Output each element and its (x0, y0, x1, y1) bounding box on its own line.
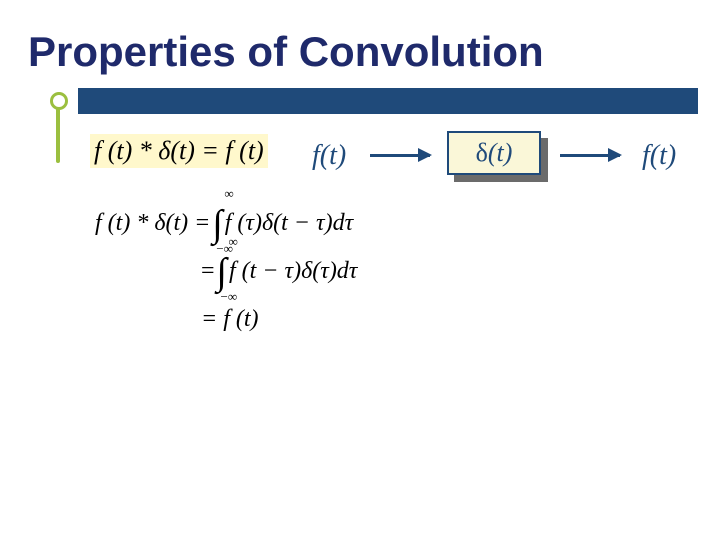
int-upper: ∞ (224, 182, 233, 207)
deriv-integrand-2: f (t − τ)δ(τ)dτ (229, 249, 357, 295)
integral-icon: ∫∞−∞ (217, 236, 227, 308)
bullet-stem-icon (56, 108, 60, 163)
slide-title: Properties of Convolution (28, 28, 544, 76)
signal-input-label: f(t) (312, 140, 346, 172)
int-upper: ∞ (229, 230, 238, 255)
highlighted-equation: f (t) * δ(t) = f (t) (90, 134, 268, 168)
int-lower: −∞ (221, 285, 238, 310)
signal-output-label: f(t) (642, 140, 676, 172)
derivation-line-2: = ∫∞−∞ f (t − τ)δ(τ)dτ (95, 248, 357, 296)
arrow-icon (370, 154, 430, 157)
delta-argument: (t) (488, 138, 513, 168)
delta-symbol: δ (476, 138, 488, 168)
arrow-icon (560, 154, 620, 157)
deriv-integrand-1: f (τ)δ(t − τ)dτ (225, 201, 353, 247)
derivation-equations: f (t) * δ(t) = ∫∞−∞ f (τ)δ(t − τ)dτ = ∫∞… (95, 200, 357, 344)
system-block: δ(t) (447, 131, 541, 175)
title-underline-bar (78, 88, 698, 114)
deriv-lhs: f (t) * δ(t) = (95, 201, 210, 247)
